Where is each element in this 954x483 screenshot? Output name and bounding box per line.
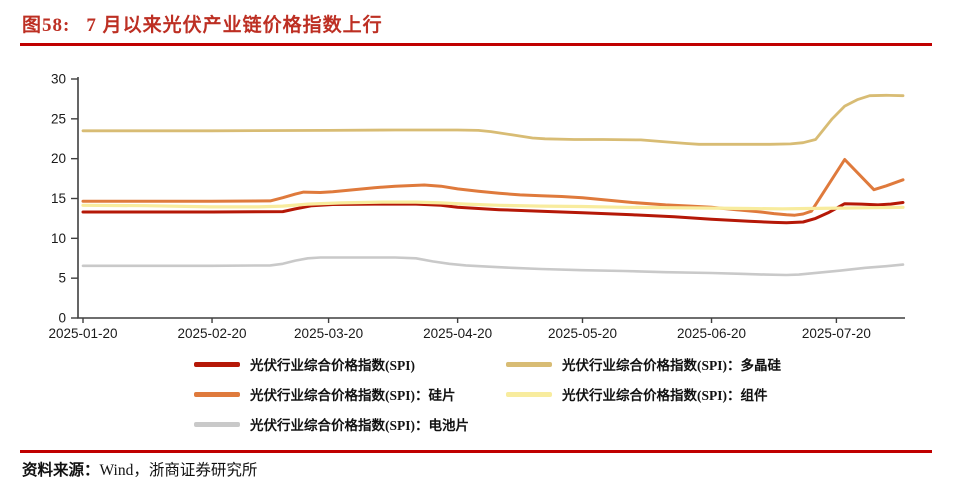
- y-tick-label: 0: [58, 311, 66, 326]
- legend-swatch: [506, 391, 552, 397]
- series-line-3: [81, 93, 905, 146]
- legend-item: 光伏行业综合价格指数(SPI): [194, 356, 506, 373]
- legend-item: 光伏行业综合价格指数(SPI)：组件: [506, 386, 818, 403]
- chart-axes: [77, 77, 905, 319]
- series-line-2: [81, 256, 905, 277]
- legend-swatch: [194, 421, 240, 427]
- bottom-divider-rule: [20, 450, 932, 453]
- legend-swatch: [506, 361, 552, 367]
- series-line-4: [81, 200, 905, 211]
- source-text: Wind，浙商证券研究所: [99, 462, 258, 479]
- legend-label: 光伏行业综合价格指数(SPI): [250, 358, 415, 373]
- y-tick-label: 15: [51, 191, 66, 206]
- x-tick-label: 2025-05-20: [548, 326, 617, 341]
- figure-title-text: 7 月以来光伏产业链价格指数上行: [86, 15, 383, 36]
- top-divider-rule: [20, 43, 932, 46]
- y-tick-label: 20: [51, 151, 66, 166]
- legend-swatch: [194, 391, 240, 397]
- x-tick-label: 2025-06-20: [677, 326, 746, 341]
- x-tick-label: 2025-07-20: [802, 326, 871, 341]
- y-tick-label: 30: [51, 72, 66, 87]
- legend-swatch: [194, 361, 240, 367]
- figure-number-label: 图58:: [22, 15, 71, 36]
- legend-label: 光伏行业综合价格指数(SPI)：组件: [562, 388, 768, 403]
- legend-label: 光伏行业综合价格指数(SPI)：硅片: [250, 388, 456, 403]
- x-tick-label: 2025-01-20: [48, 326, 117, 341]
- legend-item: 光伏行业综合价格指数(SPI)：多晶硅: [506, 356, 818, 373]
- y-tick-label: 10: [51, 231, 66, 246]
- chart-legend: 光伏行业综合价格指数(SPI) 光伏行业综合价格指数(SPI)：多晶硅 光伏行业综合…: [194, 356, 818, 433]
- x-tick-label: 2025-04-20: [423, 326, 492, 341]
- legend-item: 光伏行业综合价格指数(SPI)：电池片: [194, 416, 506, 433]
- x-tick-label: 2025-02-20: [178, 326, 247, 341]
- y-tick-label: 5: [58, 271, 66, 286]
- source-label: 资料来源：: [22, 462, 100, 479]
- legend-label: 光伏行业综合价格指数(SPI)：多晶硅: [562, 358, 781, 373]
- legend-label: 光伏行业综合价格指数(SPI)：电池片: [250, 418, 469, 433]
- x-tick-label: 2025-03-20: [294, 326, 363, 341]
- legend-item: 光伏行业综合价格指数(SPI)：硅片: [194, 386, 506, 403]
- source-line: 资料来源：Wind，浙商证券研究所: [22, 458, 257, 480]
- figure-title: 图58: 7 月以来光伏产业链价格指数上行: [22, 10, 383, 37]
- y-tick-label: 25: [51, 111, 66, 126]
- series-line-1: [81, 158, 905, 217]
